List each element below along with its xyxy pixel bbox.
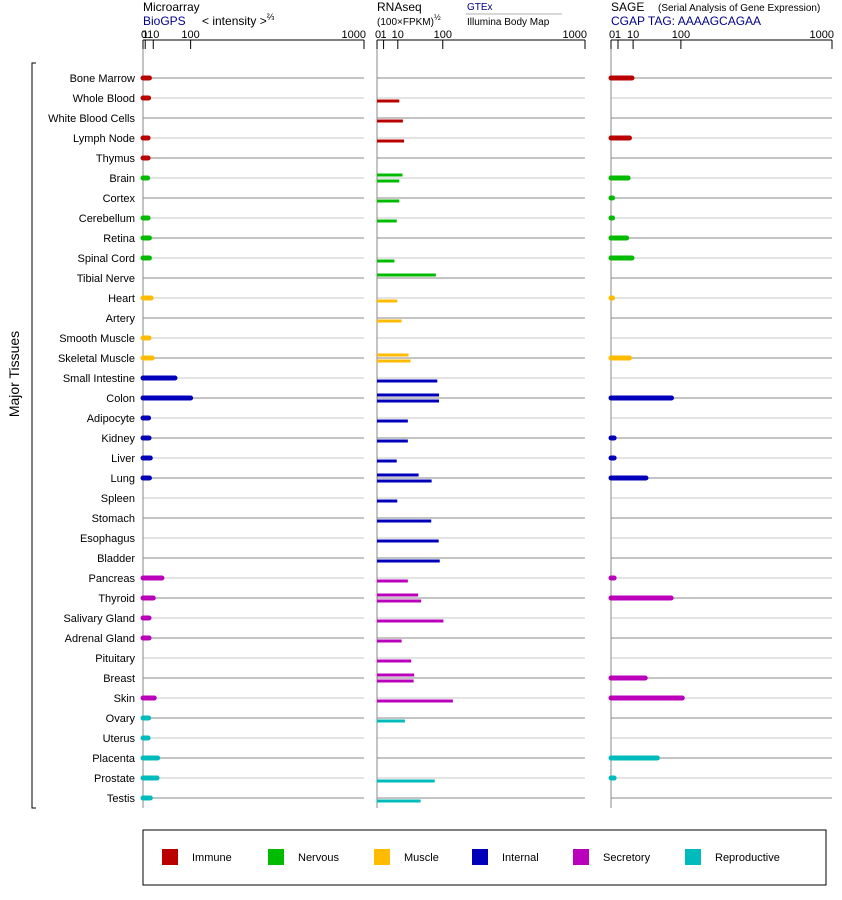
y-axis-title: Major Tissues xyxy=(6,331,22,417)
tissue-label[interactable]: Thyroid xyxy=(98,593,135,605)
legend-swatch-nervous xyxy=(268,849,284,865)
x-tick-label: 100 xyxy=(434,29,452,41)
legend-swatch-reproductive xyxy=(685,849,701,865)
sage-title: SAGE xyxy=(611,0,644,14)
tissue-label[interactable]: Esophagus xyxy=(80,533,136,545)
tissue-label[interactable]: Whole Blood xyxy=(73,93,135,105)
legend-box xyxy=(142,829,827,886)
tissue-label[interactable]: Adrenal Gland xyxy=(65,633,135,645)
microarray-axis-label: < intensity >⅔ xyxy=(202,12,275,28)
legend-label-nervous: Nervous xyxy=(298,852,339,864)
tissue-label[interactable]: Bone Marrow xyxy=(70,73,135,85)
tissue-label[interactable]: Salivary Gland xyxy=(63,613,135,625)
x-tick-label: 1000 xyxy=(342,29,366,41)
tissue-label[interactable]: Uterus xyxy=(103,733,136,745)
tissue-label[interactable]: Liver xyxy=(111,453,135,465)
x-tick-label: 1 xyxy=(142,29,148,41)
legend-label-immune: Immune xyxy=(192,852,232,864)
rnaseq-panel: 0 1 10 100 1000 xyxy=(375,29,587,808)
tissue-label[interactable]: Retina xyxy=(103,233,136,245)
tissue-label[interactable]: Cortex xyxy=(103,193,136,205)
x-tick-label: 1 xyxy=(615,29,621,41)
tissue-label[interactable]: Heart xyxy=(108,293,135,305)
legend-swatch-muscle xyxy=(374,849,390,865)
tissue-label[interactable]: Lung xyxy=(111,473,135,485)
tissue-label[interactable]: Artery xyxy=(106,313,136,325)
x-tick-label: 0 xyxy=(141,29,147,41)
x-tick-label: 100 xyxy=(672,29,690,41)
x-tick-label: 0 xyxy=(609,29,615,41)
tissue-label[interactable]: Prostate xyxy=(94,773,135,785)
tissue-label[interactable]: Ovary xyxy=(106,713,136,725)
tissue-label[interactable]: Thymus xyxy=(96,153,136,165)
tissue-label[interactable]: Spinal Cord xyxy=(78,253,135,265)
tissue-label[interactable]: Breast xyxy=(103,673,135,685)
microarray-title: Microarray xyxy=(143,0,200,14)
x-tick-label: 100 xyxy=(181,29,199,41)
sage-panel: 0 1 10 100 1000 xyxy=(608,29,834,808)
tissue-label[interactable]: Smooth Muscle xyxy=(59,333,135,345)
tissue-label[interactable]: Kidney xyxy=(101,433,135,445)
tissue-label[interactable]: Small Intestine xyxy=(63,373,135,385)
sage-subtitle: (Serial Analysis of Gene Expression) xyxy=(658,3,820,14)
x-tick-label: 10 xyxy=(627,29,639,41)
rnaseq-legend-gtex[interactable]: GTEx xyxy=(467,2,493,13)
sage-tag-link[interactable]: CGAP TAG: AAAAGCAGAA xyxy=(611,14,761,28)
tissue-label[interactable]: White Blood Cells xyxy=(48,113,135,125)
x-tick-label: 10 xyxy=(147,29,159,41)
rnaseq-axis-label: (100×FPKM)½ xyxy=(377,13,441,28)
legend-label-internal: Internal xyxy=(502,852,539,864)
legend-swatch-secretory xyxy=(573,849,589,865)
x-tick-label: 0 xyxy=(375,29,381,41)
legend-label-muscle: Muscle xyxy=(404,852,439,864)
y-axis-bracket xyxy=(31,62,36,809)
x-tick-label: 1000 xyxy=(563,29,587,41)
tissue-label[interactable]: Stomach xyxy=(92,513,135,525)
rnaseq-title: RNAseq xyxy=(377,0,422,14)
tissue-label[interactable]: Colon xyxy=(106,393,135,405)
tissue-label[interactable]: Pituitary xyxy=(95,653,135,665)
tissue-label[interactable]: Spleen xyxy=(101,493,135,505)
tissue-label[interactable]: Lymph Node xyxy=(73,133,135,145)
tissue-label[interactable]: Pancreas xyxy=(89,573,136,585)
legend-label-secretory: Secretory xyxy=(603,852,651,864)
tissue-label[interactable]: Skin xyxy=(114,693,135,705)
x-tick-label: 10 xyxy=(392,29,404,41)
legend-swatch-internal xyxy=(472,849,488,865)
legend-swatch-immune xyxy=(162,849,178,865)
tissue-label[interactable]: Placenta xyxy=(92,753,136,765)
microarray-source-link[interactable]: BioGPS xyxy=(143,14,186,28)
tissue-label[interactable]: Bladder xyxy=(97,553,135,565)
tissue-label[interactable]: Testis xyxy=(107,793,136,805)
tissue-label[interactable]: Brain xyxy=(109,173,135,185)
tissue-label[interactable]: Tibial Nerve xyxy=(77,273,135,285)
x-tick-label: 1000 xyxy=(810,29,834,41)
rnaseq-legend-ibm: Illumina Body Map xyxy=(467,17,550,28)
tissue-label[interactable]: Adipocyte xyxy=(87,413,135,425)
tissue-label[interactable]: Skeletal Muscle xyxy=(58,353,135,365)
x-tick-label: 1 xyxy=(381,29,387,41)
tissue-label[interactable]: Cerebellum xyxy=(79,213,135,225)
legend-label-reproductive: Reproductive xyxy=(715,852,780,864)
